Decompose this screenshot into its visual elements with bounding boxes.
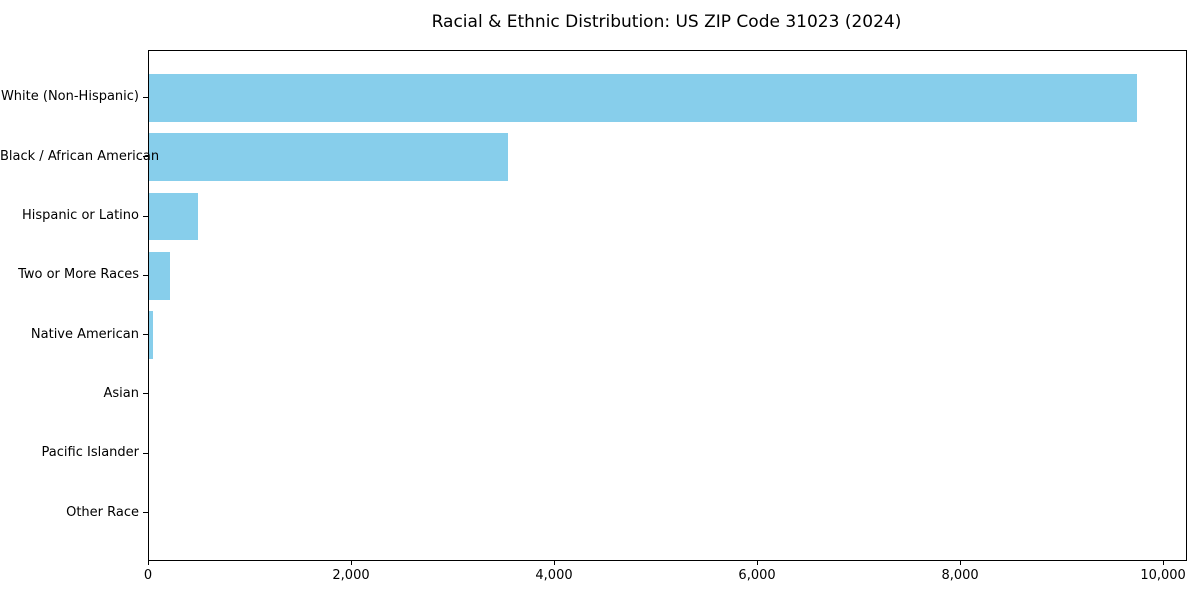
y-tick-mark — [143, 156, 148, 158]
y-tick-label-black-african-american: Black / African American — [0, 148, 160, 164]
x-tick-mark — [351, 560, 352, 565]
x-tick-label-4000: 4,000 — [535, 568, 573, 583]
x-tick-label-2000: 2,000 — [332, 568, 370, 583]
x-tick-mark — [554, 560, 556, 565]
x-tick-label-6000: 6,000 — [738, 568, 776, 583]
x-tick-mark — [757, 560, 759, 565]
y-tick-label-white-non-hispanic: White (Non-Hispanic) — [0, 89, 139, 105]
y-tick-label-two-or-more-races: Two or More Races — [18, 267, 139, 283]
x-tick-mark — [148, 560, 149, 565]
y-tick-label-native-american: Native American — [30, 326, 139, 342]
x-tick-mark — [1163, 560, 1165, 565]
bar-black-african-american — [149, 133, 509, 181]
y-tick-mark — [143, 274, 148, 276]
x-tick-label-8000: 8,000 — [941, 568, 979, 583]
bar-white-non-hispanic — [149, 74, 1137, 122]
y-tick-label-other-race: Other Race — [66, 504, 139, 520]
y-tick-mark — [143, 512, 148, 514]
y-tick-mark — [143, 393, 148, 395]
y-tick-label-asian: Asian — [103, 385, 139, 401]
chart-title: Racial & Ethnic Distribution: US ZIP Cod… — [431, 12, 902, 32]
y-tick-mark — [143, 452, 148, 454]
bar-two-or-more-races — [149, 252, 171, 300]
y-tick-mark — [143, 215, 148, 217]
bar-hispanic-or-latino — [149, 192, 198, 241]
x-tick-mark — [960, 560, 962, 565]
x-tick-label-10000: 10,000 — [1140, 568, 1186, 583]
y-tick-label-hispanic-or-latino: Hispanic or Latino — [21, 208, 139, 223]
x-tick-label-0: 0 — [143, 568, 153, 583]
y-tick-mark — [143, 334, 148, 336]
y-tick-mark — [143, 96, 148, 98]
plot-area — [148, 50, 1187, 561]
bar-native-american — [149, 311, 154, 359]
y-tick-label-pacific-islander: Pacific Islander — [41, 445, 139, 461]
